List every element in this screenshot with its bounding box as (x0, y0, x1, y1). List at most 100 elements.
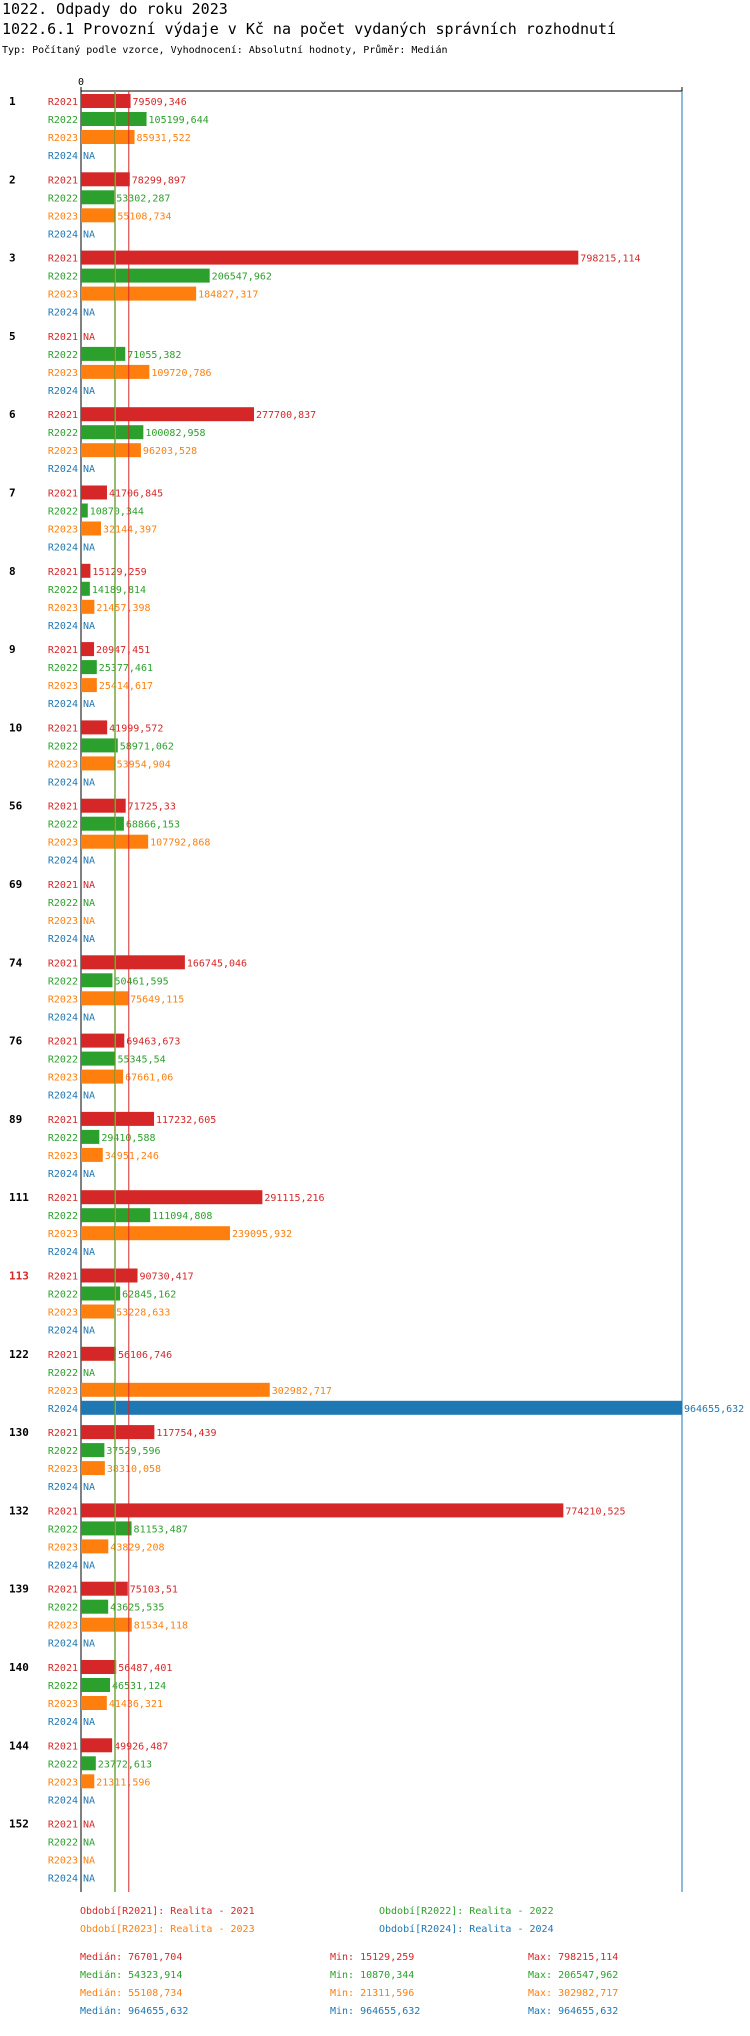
chart-subtitle: 1022.6.1 Provozní výdaje v Kč na počet v… (2, 20, 617, 38)
series-label: R2023 (48, 1151, 78, 1162)
data-label: NA (83, 386, 95, 397)
bar (81, 190, 115, 205)
data-label: 10870,344 (90, 507, 144, 518)
series-label: R2024 (48, 151, 78, 162)
series-label: R2021 (48, 1037, 78, 1048)
series-label: R2021 (48, 880, 78, 891)
data-label: 75649,115 (130, 994, 184, 1005)
series-label: R2023 (48, 211, 78, 222)
series-label: R2024 (48, 1717, 78, 1728)
data-label: 96203,528 (143, 446, 197, 457)
data-label: NA (83, 464, 95, 475)
data-label: 32144,397 (103, 525, 157, 536)
series-label: R2023 (48, 1542, 78, 1553)
data-label: NA (83, 898, 95, 909)
data-label: 774210,525 (565, 1506, 625, 1517)
series-label: R2022 (48, 428, 78, 439)
data-label: 21457,398 (96, 603, 150, 614)
chart-info: Typ: Počítaný podle vzorce, Vyhodnocení:… (2, 45, 448, 56)
data-label: 71725,33 (128, 802, 176, 813)
data-label: 798215,114 (580, 254, 640, 265)
bar (81, 1660, 117, 1674)
bar (81, 1051, 116, 1066)
data-label: 20947,451 (96, 645, 150, 656)
group-label: 130 (9, 1426, 29, 1439)
series-label: R2023 (48, 1699, 78, 1710)
series-label: R2024 (48, 543, 78, 554)
series-label: R2022 (48, 663, 78, 674)
data-label: 166745,046 (187, 958, 247, 969)
bar (81, 112, 147, 126)
bar (81, 1304, 115, 1319)
legend-max: Max: 206547,962 (528, 1970, 619, 1981)
bar (81, 208, 116, 223)
series-label: R2023 (48, 681, 78, 692)
bar (81, 172, 130, 187)
data-label: NA (83, 1368, 95, 1379)
series-label: R2021 (48, 175, 78, 186)
series-label: R2021 (48, 645, 78, 656)
series-label: R2024 (48, 1247, 78, 1258)
group-label: 122 (9, 1348, 29, 1361)
series-label: R2021 (48, 489, 78, 500)
series-label: R2023 (48, 290, 78, 301)
series-label: R2024 (48, 1639, 78, 1650)
data-label: 62845,162 (122, 1290, 176, 1301)
data-label: NA (83, 1326, 95, 1337)
data-label: 38310,058 (107, 1464, 161, 1475)
series-label: R2022 (48, 898, 78, 909)
bar (81, 1521, 132, 1536)
data-label: 107792,868 (150, 838, 210, 849)
series-label: R2022 (48, 272, 78, 283)
bar (81, 798, 126, 813)
bar (81, 503, 88, 518)
series-label: R2022 (48, 1838, 78, 1849)
series-label: R2022 (48, 1133, 78, 1144)
bar (81, 1774, 95, 1789)
bar (81, 973, 113, 988)
group-label: 56 (9, 800, 23, 813)
data-label: NA (83, 543, 95, 554)
bar (81, 268, 210, 283)
group-label: 3 (9, 252, 16, 265)
x-tick-label: 0 (78, 77, 84, 88)
series-label: R2022 (48, 741, 78, 752)
series-label: R2021 (48, 1663, 78, 1674)
series-label: R2023 (48, 1386, 78, 1397)
series-label: R2024 (48, 1874, 78, 1885)
bar (81, 521, 102, 536)
data-label: 79509,346 (133, 97, 187, 108)
series-label: R2021 (48, 1820, 78, 1831)
data-label: NA (83, 1717, 95, 1728)
series-label: R2024 (48, 1404, 78, 1415)
series-label: R2024 (48, 1326, 78, 1337)
data-label: NA (83, 1169, 95, 1180)
bar (81, 1286, 121, 1301)
data-label: 25377,461 (99, 663, 153, 674)
series-label: R2023 (48, 916, 78, 927)
group-label: 2 (9, 173, 16, 186)
series-label: R2024 (48, 229, 78, 240)
legend-min: Min: 964655,632 (330, 2006, 421, 2017)
series-label: R2022 (48, 1759, 78, 1770)
series-label: R2022 (48, 193, 78, 204)
series-label: R2021 (48, 802, 78, 813)
legend-min: Min: 15129,259 (330, 1952, 415, 1963)
series-label: R2021 (48, 1115, 78, 1126)
data-label: 100082,958 (145, 428, 205, 439)
data-label: 34951,246 (105, 1151, 159, 1162)
series-label: R2022 (48, 820, 78, 831)
series-label: R2022 (48, 507, 78, 518)
legend-min: Min: 21311,596 (330, 1988, 415, 1999)
data-label: 43625,535 (110, 1603, 164, 1614)
bar (81, 581, 90, 596)
data-label: 41999,572 (109, 723, 163, 734)
bar (81, 1539, 109, 1554)
legend-max: Max: 964655,632 (528, 2006, 619, 2017)
series-label: R2021 (48, 1428, 78, 1439)
series-label: R2023 (48, 133, 78, 144)
bar (81, 599, 95, 614)
data-label: 41436,321 (109, 1699, 163, 1710)
series-label: R2024 (48, 1795, 78, 1806)
